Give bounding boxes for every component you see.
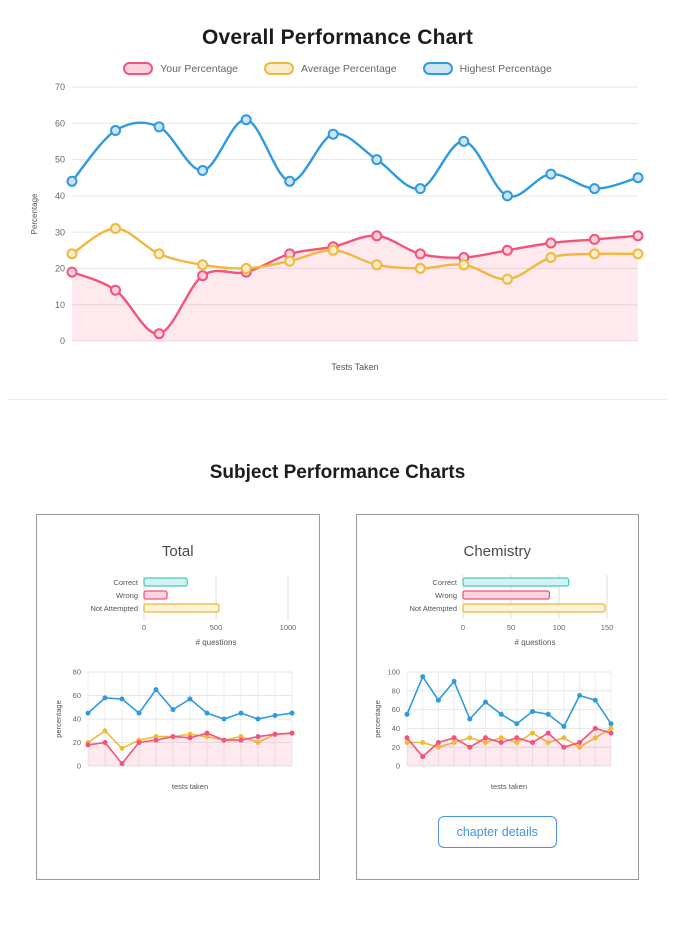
svg-text:Not Attempted: Not Attempted [90, 604, 138, 613]
legend-swatch-average [264, 62, 295, 75]
svg-text:0: 0 [461, 623, 465, 632]
svg-text:50: 50 [54, 155, 64, 165]
svg-text:percentage: percentage [54, 700, 63, 738]
svg-text:0: 0 [59, 336, 64, 346]
legend-item-average-percentage[interactable]: Average Percentage [264, 62, 397, 75]
legend-label-your: Your Percentage [160, 62, 239, 75]
svg-text:20: 20 [54, 264, 64, 274]
subject-card-total: Total 0 500 1000 Correct Wrong Not Attempted #… [36, 514, 320, 880]
svg-text:Correct: Correct [433, 578, 459, 587]
legend-label-highest: Highest Percentage [459, 62, 552, 75]
svg-text:60: 60 [392, 705, 400, 714]
svg-text:0: 0 [396, 762, 400, 771]
legend-label-average: Average Percentage [301, 62, 397, 75]
svg-text:60: 60 [72, 691, 80, 700]
legend-swatch-highest [422, 62, 453, 75]
svg-text:100: 100 [553, 623, 566, 632]
svg-text:80: 80 [72, 668, 80, 677]
chapter-details-button[interactable]: chapter details [437, 816, 557, 848]
section-divider [8, 399, 667, 400]
svg-text:percentage: percentage [373, 700, 382, 738]
svg-text:1000: 1000 [279, 623, 296, 632]
svg-text:20: 20 [392, 743, 400, 752]
svg-text:tests taken: tests taken [491, 782, 527, 791]
overall-performance-chart[interactable]: 0 10 20 30 40 50 60 70 Tests Taken Percentage [24, 75, 652, 375]
svg-text:40: 40 [72, 715, 80, 724]
svg-text:30: 30 [54, 227, 64, 237]
legend-item-highest-percentage[interactable]: Highest Percentage [422, 62, 552, 75]
svg-text:60: 60 [54, 118, 64, 128]
legend-item-your-percentage[interactable]: Your Percentage [123, 62, 238, 75]
svg-text:20: 20 [72, 738, 80, 747]
card-title-chemistry: Chemistry [463, 543, 531, 560]
chemistry-bar-chart[interactable]: 0 50 100 150 Correct Wrong Not Attempted # ques… [371, 572, 623, 650]
svg-text:0: 0 [142, 623, 146, 632]
svg-text:Wrong: Wrong [116, 591, 138, 600]
svg-text:80: 80 [392, 686, 400, 695]
page-title: Overall Performance Chart [201, 26, 474, 49]
svg-text:40: 40 [54, 191, 64, 201]
legend-swatch-your [123, 62, 154, 75]
svg-text:50: 50 [507, 623, 515, 632]
svg-text:70: 70 [54, 82, 64, 92]
chemistry-line-chart[interactable]: 0 20 40 60 80 100 tests taken percentage [371, 662, 623, 794]
svg-text:# questions: # questions [195, 638, 236, 647]
total-line-chart[interactable]: 0 20 40 60 80 tests taken percentage [52, 662, 304, 794]
svg-text:Not Attempted: Not Attempted [410, 604, 458, 613]
svg-text:100: 100 [388, 668, 401, 677]
svg-text:0: 0 [77, 762, 81, 771]
card-title-total: Total [161, 543, 194, 560]
svg-text:Wrong: Wrong [435, 591, 457, 600]
svg-text:10: 10 [54, 300, 64, 310]
subject-cards: Total 0 500 1000 Correct Wrong Not Attempted #… [36, 514, 639, 880]
svg-text:Percentage: Percentage [30, 193, 39, 234]
svg-text:Tests Taken: Tests Taken [331, 362, 378, 372]
svg-text:150: 150 [601, 623, 614, 632]
chart-legend: Your Percentage Average Percentage Highe… [0, 62, 675, 75]
svg-text:# questions: # questions [515, 638, 556, 647]
svg-text:40: 40 [392, 724, 400, 733]
subject-section-title: Subject Performance Charts [209, 462, 466, 483]
total-bar-chart[interactable]: 0 500 1000 Correct Wrong Not Attempted # quest… [52, 572, 304, 650]
subject-card-chemistry: Chemistry 0 50 100 150 Correct Wrong Not Attem… [355, 514, 639, 880]
svg-text:tests taken: tests taken [172, 782, 208, 791]
svg-text:Correct: Correct [113, 578, 139, 587]
svg-text:500: 500 [209, 623, 222, 632]
